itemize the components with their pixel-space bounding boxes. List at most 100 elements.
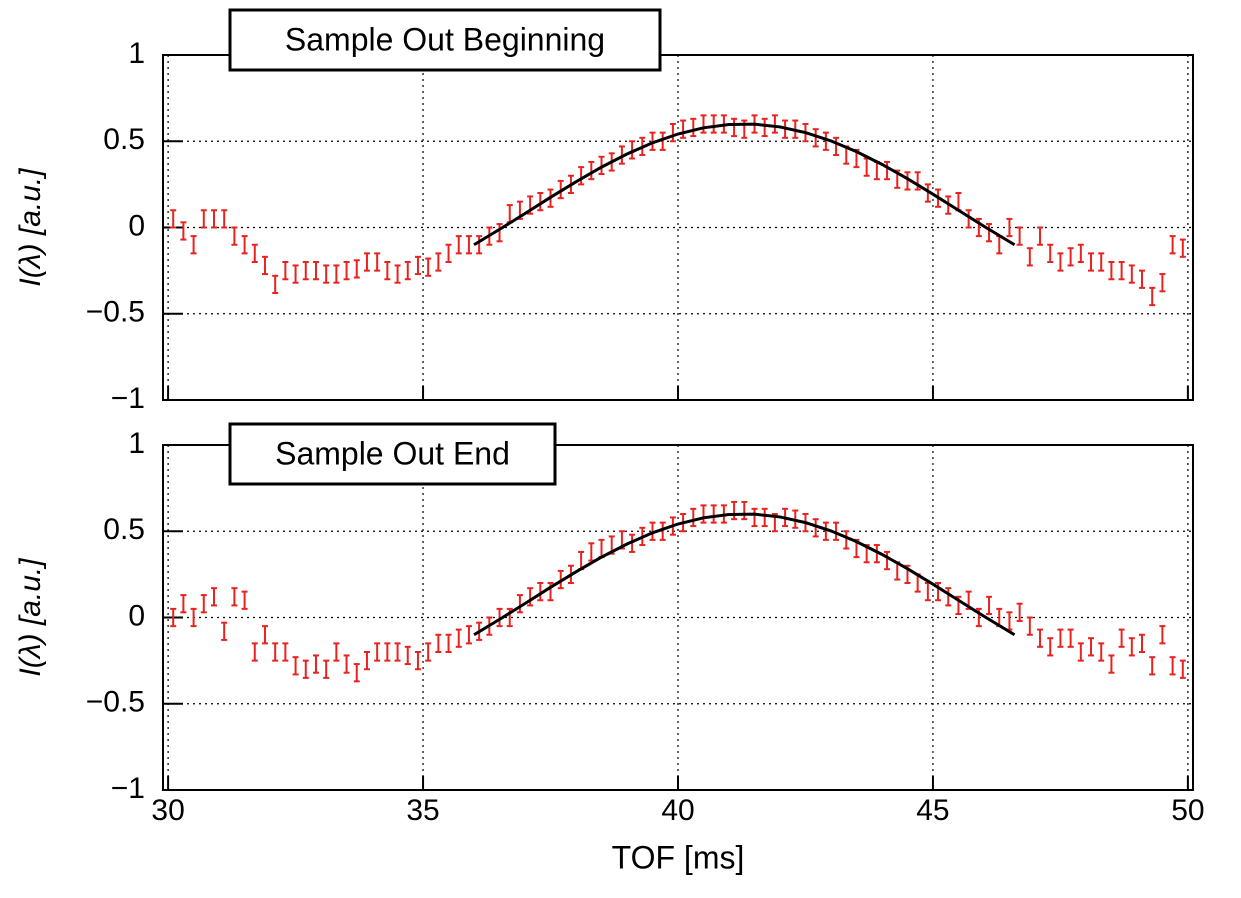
- fit-curve: [473, 122, 1016, 247]
- title-box: [228, 422, 557, 486]
- error-bar: [669, 123, 676, 143]
- error-bar: [251, 243, 258, 263]
- error-bar: [200, 209, 207, 229]
- error-bar: [190, 607, 197, 628]
- y-tick-label: 1: [128, 427, 145, 460]
- error-bar: [231, 587, 238, 607]
- error-bar: [741, 500, 748, 521]
- error-bar: [302, 659, 309, 679]
- error-bar: [537, 582, 544, 602]
- error-bar: [384, 261, 391, 281]
- error-bar: [1077, 243, 1084, 263]
- error-bar: [394, 642, 401, 662]
- error-bar: [1037, 226, 1044, 246]
- error-bar: [1098, 642, 1105, 662]
- error-bar: [414, 651, 421, 671]
- error-bar: [833, 136, 840, 157]
- error-bar: [180, 594, 187, 614]
- y-axis-label: I(λ) [a.u.]: [14, 168, 47, 287]
- error-bar: [1179, 238, 1186, 258]
- error-bar: [445, 633, 452, 653]
- error-bar: [659, 131, 666, 151]
- x-tick-label: 30: [151, 794, 184, 827]
- error-bar: [690, 117, 697, 138]
- x-tick-label: 45: [916, 794, 949, 827]
- error-bar: [996, 235, 1003, 255]
- error-bar: [751, 507, 758, 528]
- error-bar: [312, 261, 319, 281]
- y-tick-label: −1: [111, 382, 145, 415]
- error-bar: [333, 642, 340, 662]
- error-bar: [924, 582, 931, 602]
- error-bar: [1037, 628, 1044, 648]
- error-bar: [1016, 226, 1023, 246]
- x-tick-label: 40: [661, 794, 694, 827]
- error-bar: [435, 252, 442, 272]
- error-bar: [1179, 659, 1186, 679]
- error-bar: [1088, 252, 1095, 272]
- error-bar: [629, 140, 636, 160]
- error-bar: [343, 654, 350, 674]
- error-bar: [200, 594, 207, 614]
- error-bar: [363, 651, 370, 671]
- error-bar: [272, 642, 279, 662]
- error-bar: [812, 128, 819, 148]
- error-bar: [1169, 235, 1176, 255]
- x-axis-label: TOF [ms]: [612, 839, 745, 875]
- error-bar: [1118, 261, 1125, 281]
- error-bar: [261, 255, 268, 276]
- y-tick-label: 0.5: [103, 123, 145, 156]
- error-bar: [323, 659, 330, 679]
- error-bar: [1149, 286, 1156, 307]
- error-bar: [221, 621, 228, 641]
- error-bar: [516, 594, 523, 614]
- error-bar: [1047, 637, 1054, 657]
- error-bar: [1169, 656, 1176, 676]
- error-bar: [496, 607, 503, 628]
- error-bar: [1067, 628, 1074, 648]
- error-bar: [1139, 269, 1146, 289]
- error-bar: [221, 209, 228, 229]
- y-tick-label: −0.5: [86, 296, 145, 329]
- error-bar: [833, 521, 840, 541]
- error-bar: [455, 235, 462, 255]
- error-bar: [465, 625, 472, 645]
- error-bar: [1108, 654, 1115, 674]
- y-tick-label: 0.5: [103, 513, 145, 546]
- error-bar: [537, 192, 544, 212]
- error-bar: [170, 607, 177, 628]
- error-bar: [986, 223, 993, 243]
- error-bar: [445, 243, 452, 263]
- plot-frame: [162, 54, 1194, 401]
- error-bar: [1067, 247, 1074, 267]
- error-bar: [1047, 243, 1054, 263]
- error-bar: [588, 160, 595, 181]
- y-tick-label: −0.5: [86, 686, 145, 719]
- error-bar: [527, 587, 534, 607]
- error-bar: [465, 235, 472, 255]
- error-bar: [1128, 637, 1135, 657]
- error-bar: [210, 587, 217, 607]
- y-axis-label: I(λ) [a.u.]: [14, 558, 47, 677]
- error-bar: [302, 261, 309, 281]
- error-bar: [1149, 656, 1156, 676]
- error-bar: [496, 223, 503, 243]
- error-bar: [771, 114, 778, 134]
- error-bar: [1006, 217, 1013, 238]
- error-bar: [731, 117, 738, 138]
- title-box: [228, 8, 662, 72]
- error-bar: [241, 590, 248, 610]
- error-bar: [353, 663, 360, 683]
- error-bar: [506, 204, 513, 224]
- y-tick-label: 0: [128, 209, 145, 242]
- error-bar: [731, 500, 738, 521]
- plot-frame: [162, 444, 1194, 791]
- error-bar: [210, 209, 217, 229]
- error-bar: [1016, 602, 1023, 622]
- error-bar: [710, 504, 717, 524]
- error-bar: [822, 131, 829, 151]
- error-bar: [924, 183, 931, 203]
- error-bar: [1118, 628, 1125, 648]
- error-bar: [180, 221, 187, 241]
